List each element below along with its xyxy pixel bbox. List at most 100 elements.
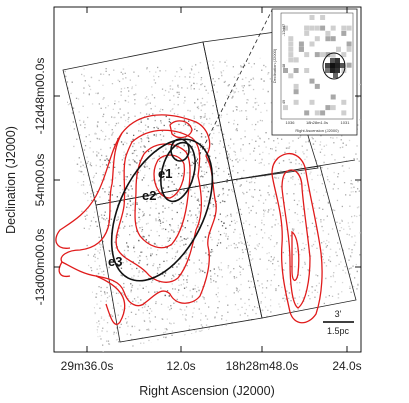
noise-pixel [225, 295, 227, 298]
noise-pixel [228, 153, 230, 155]
noise-pixel [235, 276, 238, 279]
noise-pixel [72, 107, 75, 109]
noise-pixel [239, 265, 241, 267]
noise-pixel [154, 119, 156, 122]
noise-pixel [105, 263, 107, 265]
noise-pixel [147, 135, 149, 137]
noise-pixel [197, 198, 199, 200]
noise-pixel [301, 145, 303, 147]
inset-y-tick-1: -12d47 [281, 23, 286, 36]
noise-pixel [203, 173, 206, 175]
noise-pixel [189, 141, 191, 143]
noise-pixel [231, 321, 233, 324]
noise-pixel [116, 196, 118, 198]
noise-pixel [349, 194, 351, 196]
noise-pixel [188, 259, 191, 261]
noise-pixel [342, 142, 344, 144]
noise-pixel [269, 238, 272, 241]
noise-pixel [208, 327, 210, 329]
x-tick-4: 24.0s [332, 359, 361, 373]
noise-pixel [174, 128, 176, 130]
noise-pixel [176, 211, 178, 214]
noise-pixel [109, 250, 111, 252]
noise-pixel [96, 268, 98, 270]
noise-pixel [138, 142, 140, 144]
noise-pixel [248, 143, 251, 145]
noise-pixel [177, 113, 179, 116]
noise-pixel [181, 217, 183, 219]
noise-pixel [98, 320, 100, 322]
noise-pixel [219, 140, 221, 142]
noise-pixel [243, 169, 245, 172]
noise-pixel [319, 174, 322, 176]
noise-pixel [149, 71, 151, 73]
noise-pixel [196, 301, 198, 303]
noise-pixel [350, 183, 352, 185]
noise-pixel [123, 294, 125, 296]
noise-pixel [159, 263, 161, 266]
noise-pixel [225, 235, 227, 237]
noise-pixel [286, 290, 288, 292]
noise-pixel [277, 260, 279, 262]
noise-pixel [182, 314, 184, 316]
noise-pixel [245, 159, 247, 162]
noise-pixel [130, 311, 133, 313]
noise-pixel [102, 98, 104, 100]
inset-source-pixel [335, 68, 340, 73]
noise-pixel [154, 291, 156, 293]
noise-pixel [97, 326, 99, 328]
noise-pixel [138, 270, 140, 272]
noise-pixel [252, 88, 255, 91]
noise-pixel [229, 93, 231, 96]
noise-pixel [203, 123, 206, 125]
noise-pixel [157, 220, 160, 222]
noise-pixel [103, 113, 105, 115]
noise-pixel [143, 214, 145, 216]
noise-pixel [162, 205, 164, 207]
noise-pixel [85, 218, 87, 220]
noise-pixel [350, 267, 353, 269]
noise-pixel [154, 328, 157, 330]
noise-pixel [159, 70, 161, 72]
noise-pixel [99, 268, 101, 270]
noise-pixel [278, 303, 280, 305]
noise-pixel [277, 137, 279, 140]
noise-pixel [80, 170, 82, 173]
noise-pixel [327, 167, 329, 170]
noise-pixel [222, 194, 224, 196]
noise-pixel [101, 271, 103, 273]
noise-pixel [252, 309, 254, 311]
noise-pixel [82, 105, 84, 107]
noise-pixel [236, 212, 238, 214]
noise-pixel [160, 120, 162, 122]
noise-pixel [145, 303, 147, 306]
noise-pixel [343, 182, 346, 184]
noise-pixel [183, 279, 185, 281]
noise-pixel [102, 351, 104, 352]
noise-pixel [323, 240, 325, 243]
noise-pixel [168, 144, 170, 146]
noise-pixel [118, 265, 120, 267]
noise-pixel [135, 300, 137, 302]
noise-pixel [321, 256, 323, 258]
noise-pixel [177, 230, 179, 233]
noise-pixel [92, 151, 94, 153]
noise-pixel [103, 319, 105, 321]
noise-pixel [294, 247, 296, 250]
noise-pixel [253, 147, 256, 149]
noise-pixel [236, 246, 239, 249]
noise-pixel [270, 148, 272, 150]
noise-pixel [211, 90, 213, 92]
noise-pixel [105, 107, 107, 109]
noise-pixel [349, 273, 351, 275]
noise-pixel [351, 236, 353, 238]
noise-pixel [142, 287, 144, 289]
noise-pixel [223, 133, 225, 135]
noise-pixel [353, 286, 355, 288]
noise-pixel [345, 160, 348, 162]
noise-pixel [232, 165, 234, 167]
noise-pixel [73, 145, 75, 148]
noise-pixel [353, 244, 356, 246]
noise-pixel [177, 86, 180, 88]
noise-pixel [181, 172, 184, 175]
